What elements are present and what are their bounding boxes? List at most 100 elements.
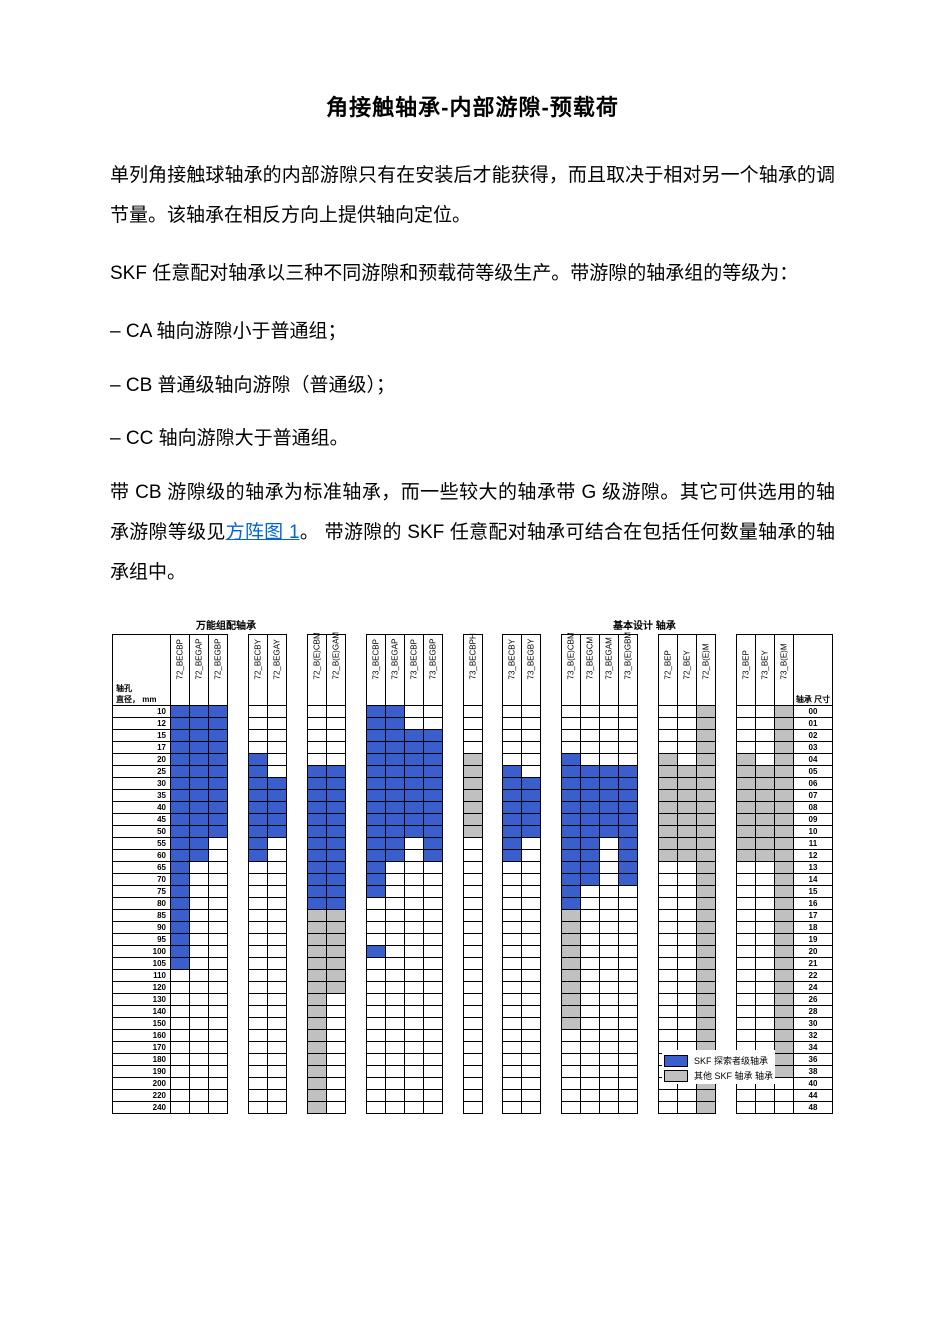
matrix-cell [678,934,697,946]
matrix-cell [209,814,228,826]
matrix-cell [190,922,209,934]
matrix-cell [404,862,423,874]
matrix-cell [248,850,267,862]
matrix-cell [737,706,756,718]
column-header: 72_BEP [659,635,678,706]
matrix-cell [423,994,442,1006]
matrix-cell [267,934,286,946]
matrix-cell [307,1030,326,1042]
matrix-cell [737,838,756,850]
matrix-cell [171,910,190,922]
matrix-cell [697,922,716,934]
matrix-cell [404,802,423,814]
matrix-cell [423,1006,442,1018]
matrix-cell [463,778,482,790]
matrix-cell [209,910,228,922]
availability-matrix-chart: 万能组配轴承 基本设计 轴承 轴孔 直径， mm72_BECBP72_BEGAP… [110,611,835,1120]
matrix-cell [171,754,190,766]
matrix-cell [775,1090,794,1102]
matrix-cell [756,946,775,958]
matrix-cell [209,790,228,802]
matrix-table: 轴孔 直径， mm72_BECBP72_BEGAP72_BEGBP72_BECB… [112,634,833,1114]
matrix-cell [248,1030,267,1042]
matrix-cell [522,1102,541,1114]
bearing-size-label: 08 [794,802,833,814]
matrix-cell [366,1066,385,1078]
matrix-cell [248,958,267,970]
matrix-cell [503,898,522,910]
bearing-size-label: 07 [794,790,833,802]
matrix-cell [775,706,794,718]
matrix-cell [404,958,423,970]
matrix-cell [503,910,522,922]
matrix-cell [463,814,482,826]
matrix-cell [581,946,600,958]
matrix-cell [562,1018,581,1030]
matrix-cell [463,838,482,850]
matrix-cell [775,754,794,766]
matrix-cell [385,1006,404,1018]
bore-diameter-label: 240 [113,1102,171,1114]
matrix-cell [209,1030,228,1042]
matrix-cell [385,802,404,814]
matrix-cell [463,1054,482,1066]
matrix-cell [190,778,209,790]
column-header: 72_BEGBP [209,635,228,706]
matrix-cell [423,946,442,958]
bore-diameter-label: 220 [113,1090,171,1102]
matrix-cell [581,1054,600,1066]
column-header: 73_BEY [756,635,775,706]
matrix-cell [463,1006,482,1018]
matrix-cell [463,898,482,910]
matrix-cell [248,814,267,826]
matrix-cell [190,874,209,886]
matrix-cell [307,802,326,814]
matrix-cell [619,730,638,742]
matrix-cell [463,982,482,994]
matrix-cell [190,706,209,718]
matrix-cell [775,730,794,742]
matrix-cell [190,970,209,982]
matrix-cell [581,934,600,946]
matrix-cell [697,826,716,838]
matrix-cell [385,1042,404,1054]
chart-header-right: 基本设计 轴承 [613,617,833,632]
matrix-cell [423,1066,442,1078]
matrix-cell [423,970,442,982]
matrix-figure-link[interactable]: 方阵图 1 [226,522,300,543]
matrix-cell [756,886,775,898]
matrix-cell [562,934,581,946]
matrix-cell [562,1054,581,1066]
matrix-cell [307,850,326,862]
matrix-cell [581,850,600,862]
matrix-cell [326,1078,345,1090]
matrix-cell [756,790,775,802]
matrix-cell [307,958,326,970]
matrix-cell [404,1102,423,1114]
bearing-size-label: 20 [794,946,833,958]
matrix-cell [463,742,482,754]
matrix-cell [326,1006,345,1018]
matrix-cell [659,862,678,874]
matrix-cell [775,922,794,934]
matrix-cell [503,862,522,874]
matrix-cell [678,766,697,778]
matrix-cell [737,1030,756,1042]
matrix-cell [619,802,638,814]
bore-diameter-label: 105 [113,958,171,970]
matrix-cell [171,778,190,790]
bore-diameter-label: 85 [113,910,171,922]
matrix-cell [737,874,756,886]
bearing-size-label: 14 [794,874,833,886]
paragraph-2: SKF 任意配对轴承以三种不同游隙和预载荷等级生产。带游隙的轴承组的等级为： [110,254,835,294]
matrix-cell [385,862,404,874]
matrix-cell [307,754,326,766]
bearing-size-label: 34 [794,1042,833,1054]
matrix-cell [404,970,423,982]
matrix-cell [697,994,716,1006]
bore-diameter-label: 120 [113,982,171,994]
page-title: 角接触轴承-内部游隙-预载荷 [110,90,835,122]
matrix-cell [756,802,775,814]
matrix-cell [756,934,775,946]
bearing-size-label: 15 [794,886,833,898]
